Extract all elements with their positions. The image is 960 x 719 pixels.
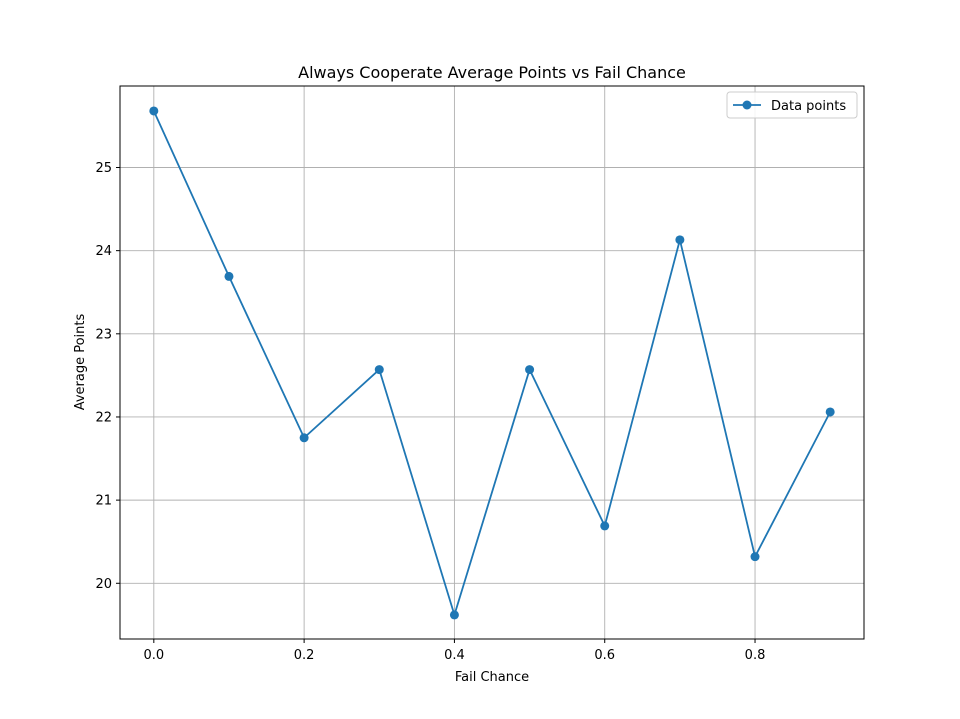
plot-area <box>120 86 864 639</box>
legend-box <box>726 91 858 119</box>
x-tick-label: 0.0 <box>143 648 164 663</box>
x-tick-label: 0.8 <box>745 648 766 663</box>
y-tick-label: 21 <box>95 494 112 509</box>
legend: Data points <box>726 91 858 119</box>
y-tick-label: 25 <box>95 161 112 176</box>
data-point <box>825 407 835 417</box>
data-point <box>299 433 309 443</box>
data-point <box>525 365 535 375</box>
x-tick-label: 0.2 <box>294 648 315 663</box>
y-tick-label: 22 <box>95 410 112 425</box>
data-point <box>149 106 159 116</box>
data-point <box>750 552 760 562</box>
plot-frame <box>119 85 865 640</box>
grid-lines <box>120 86 864 639</box>
y-axis-label: Average Points <box>73 313 88 410</box>
series-line <box>153 110 831 616</box>
data-point <box>675 235 685 245</box>
x-axis-ticks: 0.0 0.2 0.4 0.6 0.8 <box>143 639 765 663</box>
x-tick-label: 0.4 <box>444 648 465 663</box>
y-axis-ticks: 20 21 22 23 24 25 <box>95 161 120 592</box>
data-point <box>374 365 384 375</box>
chart-title: Always Cooperate Average Points vs Fail … <box>298 63 686 82</box>
data-point <box>224 271 234 281</box>
series-layer <box>149 106 835 620</box>
x-tick-label: 0.6 <box>594 648 615 663</box>
legend-label: Data points <box>771 99 846 114</box>
x-axis-label: Fail Chance <box>455 670 529 685</box>
data-point <box>600 521 610 531</box>
y-tick-label: 24 <box>95 244 112 259</box>
y-tick-label: 23 <box>95 327 112 342</box>
data-point <box>449 610 459 620</box>
legend-marker-swatch <box>742 100 752 110</box>
y-tick-label: 20 <box>95 577 112 592</box>
